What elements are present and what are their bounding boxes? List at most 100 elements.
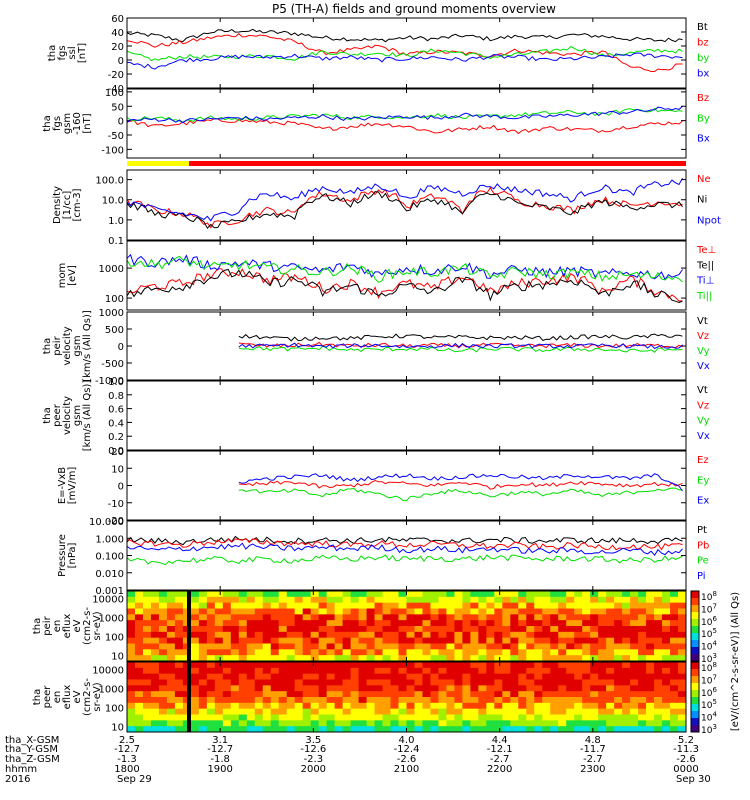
spectrogram-cell	[318, 667, 328, 675]
spectrogram-cell	[326, 626, 336, 633]
spectrogram-cell	[558, 662, 567, 669]
spectrogram-cell	[646, 662, 655, 669]
spectrogram-cell	[542, 626, 551, 633]
spectrogram-cell	[262, 602, 272, 610]
spectrogram-cell	[214, 662, 224, 669]
spectrogram-cell	[246, 602, 256, 610]
spectrogram-cell	[206, 626, 216, 633]
spectrogram-cell	[158, 708, 168, 716]
spectrogram-cell	[134, 662, 144, 669]
spectrogram-cell	[510, 602, 519, 610]
spectrogram-cell	[662, 596, 671, 604]
spectrogram-cell	[222, 673, 232, 681]
spectrogram-cell	[550, 685, 559, 692]
spectrogram-cell	[310, 714, 320, 721]
spectrogram-cell	[406, 608, 416, 615]
spectrogram-cell	[334, 602, 344, 610]
spectrogram-cell	[430, 714, 440, 721]
spectrogram-cell	[302, 649, 312, 656]
spectrogram-cell	[494, 679, 503, 686]
panel-frame	[126, 240, 687, 311]
spectrogram-cell	[286, 726, 296, 732]
spectrogram-cell	[270, 591, 280, 598]
spectrogram-cell	[158, 649, 168, 656]
spectrogram-cell	[374, 608, 384, 615]
spectrogram-cell	[334, 643, 344, 650]
colorbar-tick-label: 107	[701, 602, 717, 615]
series-Ne	[127, 186, 683, 229]
ylabel-line: Density	[52, 186, 63, 224]
spectrogram-cell	[382, 673, 392, 681]
spectrogram-cell	[646, 649, 655, 656]
spectrogram-cell	[326, 637, 336, 645]
spectrogram-cell	[206, 596, 216, 604]
spectrogram-cell	[398, 620, 408, 627]
spectrogram-cell	[606, 596, 615, 604]
spectrogram-cell	[134, 667, 144, 675]
spectrogram-cell	[470, 626, 479, 633]
spectrogram-cell	[398, 708, 408, 716]
spectrogram-cell	[358, 602, 368, 610]
spectrogram-cell	[254, 655, 264, 661]
spectrogram-cell	[622, 685, 631, 692]
panel-frame	[126, 17, 687, 89]
spectrogram-cell	[486, 726, 495, 732]
spectrogram-cell	[558, 679, 567, 686]
spectrogram-cell	[127, 643, 136, 650]
spectrogram-cell	[574, 720, 583, 727]
spectrogram-cell	[542, 662, 551, 669]
spectrogram-cell	[158, 691, 168, 698]
spectrogram-cell	[414, 596, 424, 604]
spectrogram-cell	[230, 631, 240, 639]
spectrogram-cell	[414, 614, 424, 621]
ytick-label: 1.0	[108, 377, 124, 388]
ylabel-line: peir	[42, 615, 53, 635]
spectrogram-cell	[598, 602, 607, 610]
spectrogram-cell	[678, 637, 686, 645]
spectrogram-cell	[350, 591, 360, 598]
spectrogram-cell	[406, 702, 416, 710]
spectrogram-cell	[342, 626, 352, 633]
spectrogram-cell	[630, 685, 639, 692]
spectrogram-cell	[470, 714, 479, 721]
spectrogram-cell	[358, 691, 368, 698]
spectrogram-cell	[254, 679, 264, 686]
ytick-label: 0	[118, 342, 124, 353]
spectrogram-cell	[622, 662, 631, 669]
spectrogram-cell	[446, 591, 456, 598]
spectrogram-cell	[494, 667, 503, 675]
spectrogram-cell	[254, 626, 264, 633]
spectrogram-cell	[590, 667, 599, 675]
spectrogram-cell	[278, 631, 288, 639]
spectrogram-cell	[398, 655, 408, 661]
ylabel-line: tha	[42, 407, 53, 423]
spectrogram-cell	[470, 702, 479, 710]
legend-Ex: Ex	[697, 496, 709, 507]
spectrogram-cell	[606, 608, 615, 615]
spectrogram-cell	[166, 649, 176, 656]
spectrogram-cell	[462, 714, 471, 721]
spectrogram-cell	[622, 649, 631, 656]
xaxis-tick-x: 3.1	[212, 735, 228, 746]
spectrogram-cell	[166, 614, 176, 621]
spectrogram-cell	[670, 697, 679, 704]
spectrogram-cell	[406, 631, 416, 639]
spectrogram-cell	[206, 697, 216, 704]
spectrogram-cell	[222, 691, 232, 698]
spectrogram-cell	[614, 679, 623, 686]
spectrogram-cell	[142, 614, 152, 621]
spectrogram-cell	[502, 691, 511, 698]
spectrogram-cell	[662, 673, 671, 681]
spectrogram-cell	[566, 620, 575, 627]
spectrogram-cell	[294, 643, 304, 650]
spectrogram-cell	[286, 602, 296, 610]
spectrogram-cell	[438, 714, 448, 721]
spectrogram-cell	[526, 702, 535, 710]
spectrogram-cell	[382, 626, 392, 633]
spectrogram-cell	[494, 655, 503, 661]
spectrogram-cell	[318, 602, 328, 610]
ytick-label: 0.6	[108, 405, 124, 416]
spectrogram-cell	[590, 596, 599, 604]
ytick-label: 0.010	[95, 569, 124, 580]
ylabel-line: tha	[42, 338, 53, 354]
